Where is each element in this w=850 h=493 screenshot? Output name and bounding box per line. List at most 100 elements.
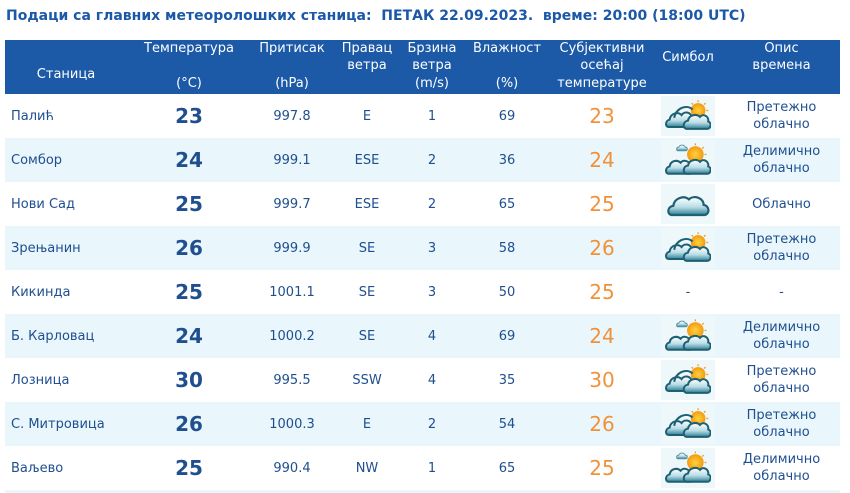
table-row: Лозница 30 995.5 SSW 4 35 30 Претежно обл… [5,358,840,402]
symbol-cell [653,182,723,226]
no-symbol-placeholder: - [685,284,691,300]
station-name: Сомбор [5,138,127,182]
table-row: Зрењанин 26 999.9 SE 3 58 26 Претежно обл… [5,226,840,270]
header-feels-like[interactable]: Субјективни осећај температуре [551,40,653,94]
station-name: Зрењанин [5,226,127,270]
wind-direction-value: NW [333,446,401,490]
header-temperature[interactable]: Температура (°C) [127,40,251,94]
wind-speed-value: 4 [401,358,463,402]
table-row: Нови Сад 25 999.7 ESE 2 65 25 Облачно [5,182,840,226]
temperature-value: 26 [127,402,251,446]
wind-direction-value: SE [333,226,401,270]
temperature-value: 25 [127,446,251,490]
header-wind-speed[interactable]: Брзина ветра (m/s) [401,40,463,94]
station-name: С. Митровица [5,402,127,446]
wind-speed-value: 4 [401,314,463,358]
feels-like-value: 24 [551,314,653,358]
pressure-value: 990.4 [251,446,333,490]
humidity-value: 36 [463,138,551,182]
wind-direction-value: SE [333,314,401,358]
symbol-cell [653,314,723,358]
weather-description: Претежно облачно [723,358,840,402]
mostly-cloudy-icon [661,228,715,268]
partly-cloudy-icon [661,140,715,180]
weather-description: Делимично облачно [723,446,840,490]
wind-direction-value: E [333,402,401,446]
cloudy-icon [661,184,715,224]
pressure-value: 1001.1 [251,270,333,314]
wind-direction-value: E [333,94,401,138]
weather-description: - [723,270,840,314]
weather-description: Претежно облачно [723,402,840,446]
mostly-cloudy-icon [661,404,715,444]
feels-like-value: 25 [551,270,653,314]
temperature-value: 23 [127,94,251,138]
header-description[interactable]: Опис времена [723,40,840,94]
wind-direction-value: SSW [333,358,401,402]
header-humidity[interactable]: Влажност (%) [463,40,551,94]
temperature-value: 24 [127,314,251,358]
symbol-cell [653,226,723,270]
table-row: Палић 23 997.8 E 1 69 23 Претежно облачно [5,94,840,138]
mostly-cloudy-icon [661,360,715,400]
symbol-cell: - [653,270,723,314]
wind-direction-value: SE [333,270,401,314]
temperature-value: 24 [127,138,251,182]
station-name: Ваљево [5,446,127,490]
table-row: Сомбор 24 999.1 ESE 2 36 24 Делимично обл… [5,138,840,182]
header-pressure[interactable]: Притисак (hPa) [251,40,333,94]
header-symbol[interactable]: Симбол [653,40,723,94]
table-row: Б. Карловац 24 1000.2 SE 4 69 24 Делимич… [5,314,840,358]
feels-like-value: 26 [551,402,653,446]
feels-like-value: 30 [551,358,653,402]
weather-description: Делимично облачно [723,314,840,358]
humidity-value: 58 [463,226,551,270]
symbol-cell [653,94,723,138]
pressure-value: 995.5 [251,358,333,402]
wind-direction-value: ESE [333,182,401,226]
wind-speed-value: 2 [401,402,463,446]
feels-like-value: 25 [551,182,653,226]
partly-cloudy-icon [661,316,715,356]
pressure-value: 999.1 [251,138,333,182]
station-name: Лозница [5,358,127,402]
pressure-value: 999.9 [251,226,333,270]
table-row: Кикинда 25 1001.1 SE 3 50 25 - - [5,270,840,314]
wind-direction-value: ESE [333,138,401,182]
feels-like-value: 25 [551,446,653,490]
weather-stations-table: Станица Температура (°C) Притисак (hPa) … [5,40,840,490]
page-title: Подаци са главних метеоролошких станица:… [6,8,746,24]
wind-speed-value: 3 [401,270,463,314]
mostly-cloudy-icon [661,96,715,136]
wind-speed-value: 2 [401,138,463,182]
wind-speed-value: 1 [401,94,463,138]
humidity-value: 69 [463,94,551,138]
feels-like-value: 26 [551,226,653,270]
humidity-value: 50 [463,270,551,314]
table-row: Ваљево 25 990.4 NW 1 65 25 Делимично обла… [5,446,840,490]
temperature-value: 25 [127,182,251,226]
partly-cloudy-icon [661,448,715,488]
weather-description: Претежно облачно [723,226,840,270]
pressure-value: 997.8 [251,94,333,138]
pressure-value: 999.7 [251,182,333,226]
header-station[interactable]: Станица [5,40,127,94]
humidity-value: 35 [463,358,551,402]
feels-like-value: 23 [551,94,653,138]
symbol-cell [653,138,723,182]
feels-like-value: 24 [551,138,653,182]
humidity-value: 65 [463,182,551,226]
weather-description: Претежно облачно [723,94,840,138]
symbol-cell [653,402,723,446]
table-row: С. Митровица 26 1000.3 E 2 54 26 Претежн… [5,402,840,446]
station-name: Нови Сад [5,182,127,226]
station-name: Кикинда [5,270,127,314]
temperature-value: 25 [127,270,251,314]
wind-speed-value: 1 [401,446,463,490]
wind-speed-value: 3 [401,226,463,270]
header-wind-direction[interactable]: Правац ветра [333,40,401,94]
temperature-value: 26 [127,226,251,270]
humidity-value: 65 [463,446,551,490]
table-header-row: Станица Температура (°C) Притисак (hPa) … [5,40,840,94]
station-name: Палић [5,94,127,138]
